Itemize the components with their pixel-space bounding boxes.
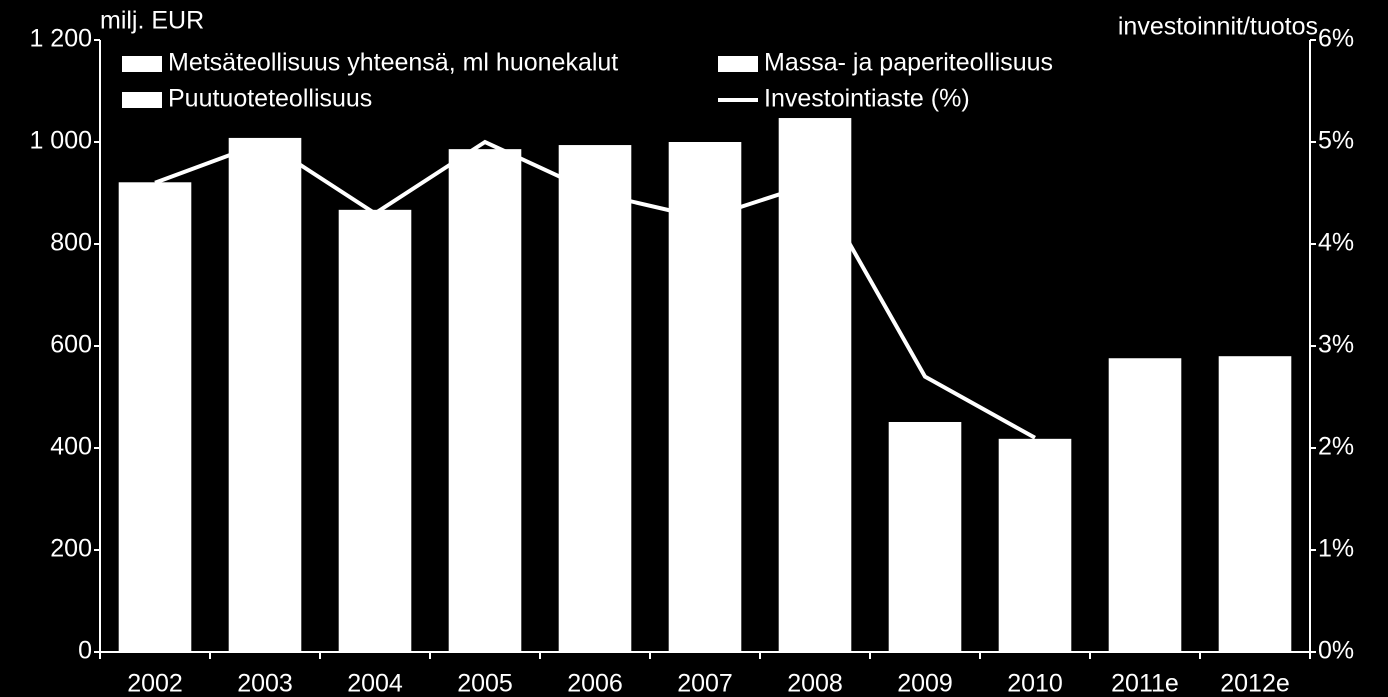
x-tick-label: 2008: [787, 670, 843, 697]
y-tick-label: 0: [78, 637, 92, 665]
bar: [118, 182, 192, 653]
legend-label: Investointiaste (%): [764, 85, 970, 113]
bar: [228, 137, 302, 653]
x-tick-label: 2010: [1007, 670, 1063, 697]
bar: [1218, 356, 1292, 652]
x-tick-label: 2012e: [1220, 670, 1290, 697]
y-tick-label: 400: [50, 433, 92, 461]
legend-label: Massa- ja paperiteollisuus: [764, 49, 1053, 77]
bar: [778, 118, 852, 652]
y-tick-label: 1 000: [29, 127, 92, 155]
bar: [558, 145, 632, 652]
y-tick-label: 200: [50, 535, 92, 563]
y-axis-label: milj. EUR: [100, 7, 204, 35]
x-tick-label: 2003: [237, 670, 293, 697]
legend-swatch: [718, 56, 758, 72]
y2-tick-label: 4%: [1318, 229, 1354, 257]
y2-tick-label: 5%: [1318, 127, 1354, 155]
legend-swatch: [122, 56, 162, 72]
legend-label: Puutuoteteollisuus: [168, 85, 372, 113]
bar: [338, 209, 412, 652]
y2-tick-label: 0%: [1318, 637, 1354, 665]
x-tick-label: 2007: [677, 670, 733, 697]
x-tick-label: 2011e: [1111, 670, 1179, 697]
bar: [668, 142, 742, 652]
y2-axis-label: investoinnit/tuotos: [1118, 13, 1318, 41]
x-tick-label: 2005: [457, 670, 513, 697]
y2-tick-label: 3%: [1318, 331, 1354, 359]
bar: [888, 421, 962, 652]
y2-tick-label: 1%: [1318, 535, 1354, 563]
legend-label: Metsäteollisuus yhteensä, ml huonekalut: [168, 49, 618, 77]
x-tick-label: 2004: [347, 670, 403, 697]
y2-tick-label: 6%: [1318, 25, 1354, 53]
x-tick-label: 2002: [127, 670, 183, 697]
y-tick-label: 1 200: [29, 25, 92, 53]
legend-swatch: [122, 92, 162, 108]
y2-tick-label: 2%: [1318, 433, 1354, 461]
y-tick-label: 600: [50, 331, 92, 359]
bar: [448, 149, 522, 652]
y-tick-label: 800: [50, 229, 92, 257]
x-tick-label: 2009: [897, 670, 953, 697]
bar: [1108, 358, 1182, 652]
bar: [998, 438, 1072, 652]
x-tick-label: 2006: [567, 670, 623, 697]
